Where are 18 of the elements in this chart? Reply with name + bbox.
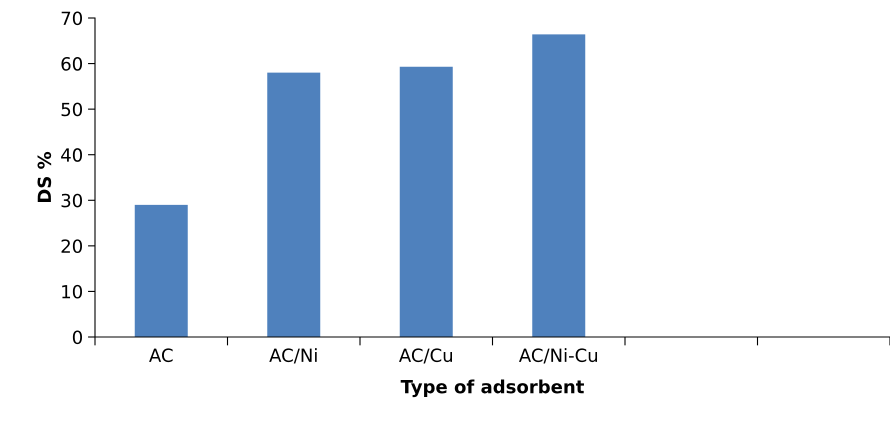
- y-tick-label: 50: [62, 102, 82, 116]
- bar: [134, 204, 188, 337]
- y-tick-label: 10: [62, 284, 82, 299]
- y-tick-label: 0: [72, 330, 82, 344]
- bar: [267, 72, 320, 337]
- x-tick-label: AC/Cu: [399, 348, 452, 364]
- y-tick-label: 40: [61, 148, 82, 162]
- x-tick-label: AC/Ni: [269, 348, 317, 364]
- x-tick-label: AC/Ni-Cu: [518, 348, 598, 364]
- y-tick-label: 70: [62, 11, 82, 26]
- y-tick-label: 20: [62, 239, 82, 253]
- x-tick-label: AC: [149, 348, 173, 362]
- bar: [400, 66, 453, 337]
- y-tick-label: 30: [62, 194, 82, 208]
- y-tick-label: 60: [61, 57, 82, 71]
- bar: [532, 34, 586, 337]
- x-axis-title: Type of adsorbent: [400, 379, 584, 398]
- y-axis-title: DS %: [38, 152, 52, 202]
